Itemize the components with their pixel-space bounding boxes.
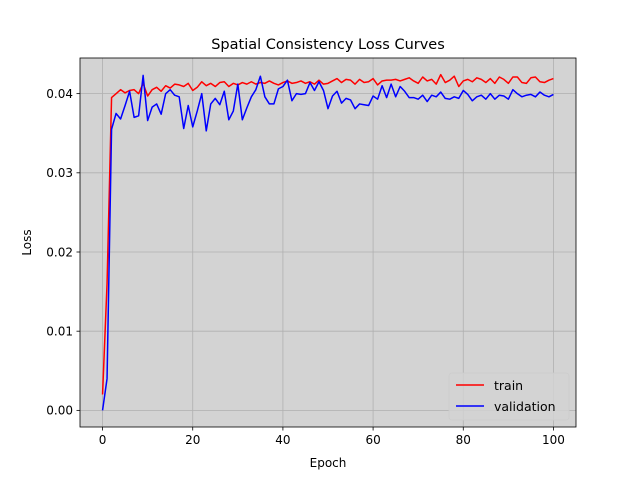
grid [80, 58, 576, 427]
x-axis-label: Epoch [310, 456, 347, 470]
series-line-train [101, 73, 554, 395]
y-tick-label: 0.03 [46, 166, 73, 180]
x-tick-label: 20 [185, 433, 200, 447]
series-lines [101, 73, 554, 411]
x-tick-label: 80 [456, 433, 471, 447]
x-tick-label: 0 [99, 433, 107, 447]
x-tick-label: 40 [275, 433, 290, 447]
plot-frame [79, 57, 577, 428]
legend: train validation [448, 372, 570, 421]
chart-title: Spatial Consistency Loss Curves [211, 37, 445, 53]
x-tick-label: 60 [365, 433, 380, 447]
y-tick-label: 0.01 [46, 324, 73, 338]
y-axis-label: Loss [20, 229, 34, 255]
series-line-validation [101, 74, 554, 411]
legend-label-train: train [494, 378, 523, 393]
x-tick-label: 100 [542, 433, 565, 447]
y-tick-label: 0.00 [46, 404, 73, 418]
legend-label-validation: validation [494, 399, 556, 414]
y-tick-label: 0.02 [46, 245, 73, 259]
plot-area [80, 58, 576, 427]
axis-ticks: 0 20 40 60 80 100 0.00 0.01 0.02 0.03 0.04 [46, 87, 565, 447]
y-tick-label: 0.04 [46, 87, 73, 101]
